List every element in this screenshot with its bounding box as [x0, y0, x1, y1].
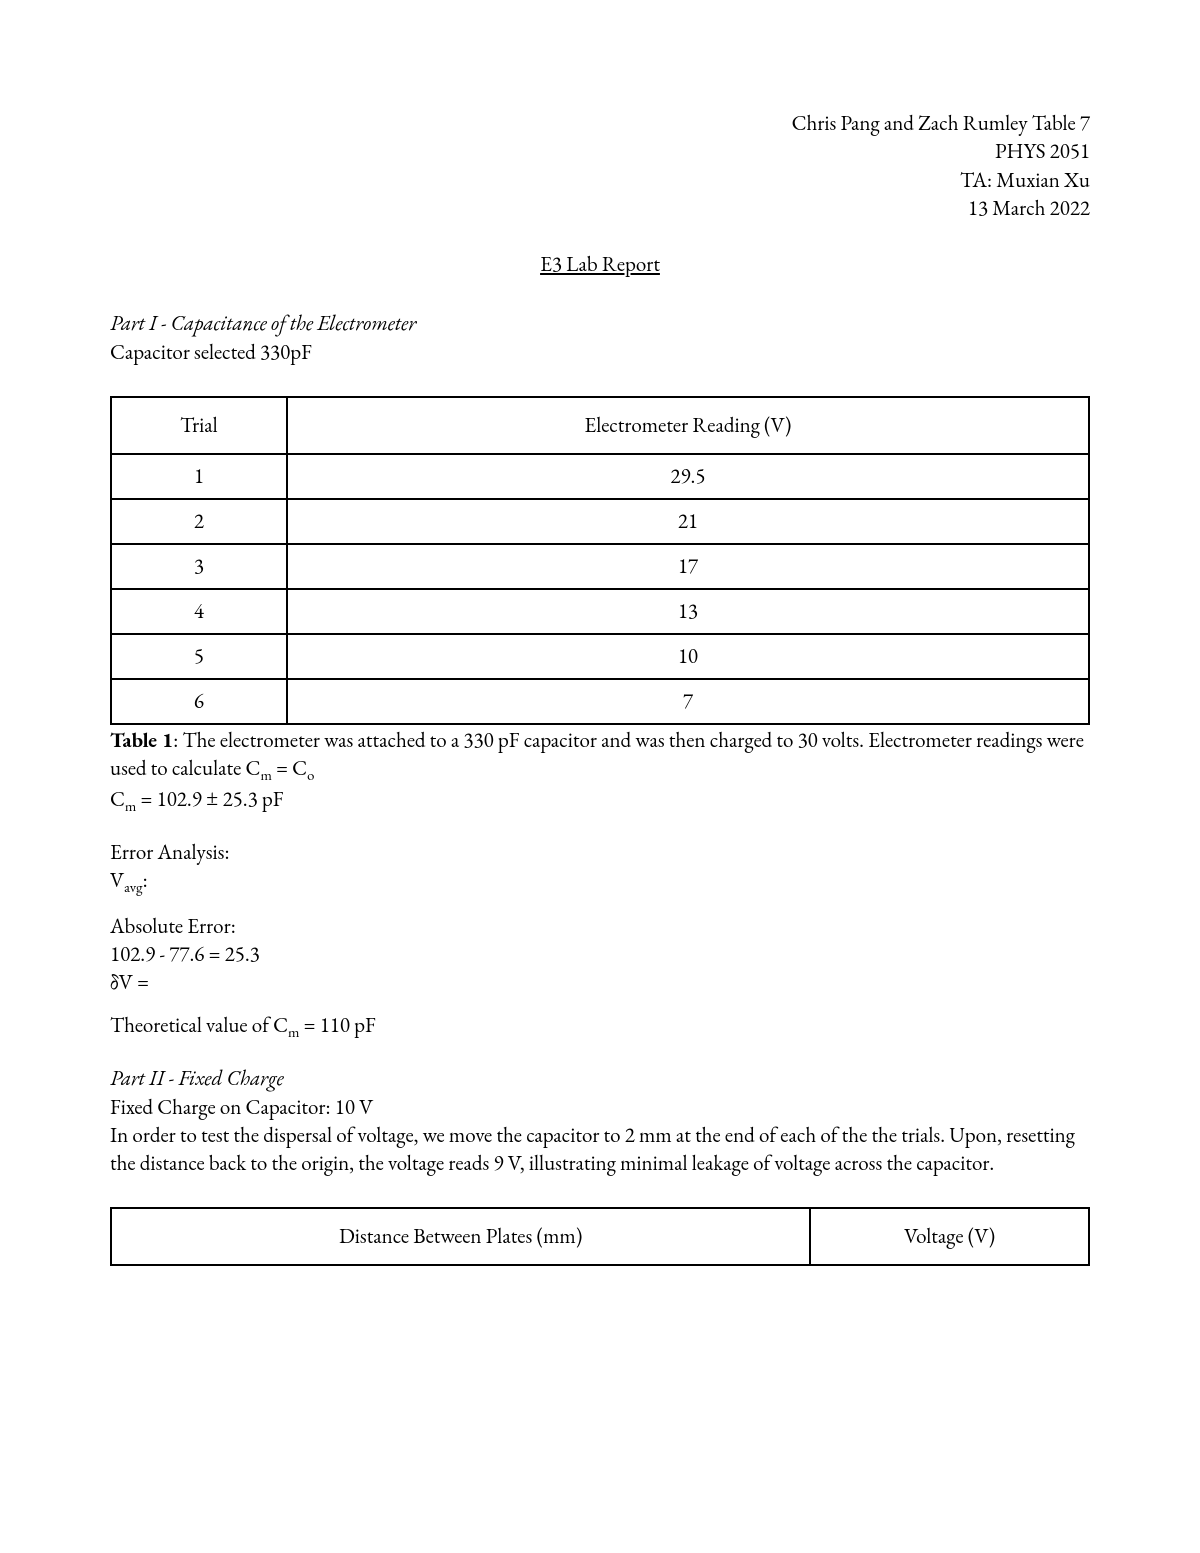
theoretical-prefix: Theoretical value of C [110, 1012, 288, 1039]
table1-caption-text: : The electrometer was attached to a 330… [110, 727, 1084, 782]
page: Chris Pang and Zach Rumley Table 7 PHYS … [0, 0, 1200, 1326]
table2-col-distance: Distance Between Plates (mm) [111, 1208, 810, 1265]
table2-col-voltage: Voltage (V) [810, 1208, 1089, 1265]
authors-line: Chris Pang and Zach Rumley Table 7 [110, 110, 1090, 138]
absolute-error-calc: 102.9 - 77.6 = 25.3 [110, 941, 1090, 969]
date-line: 13 March 2022 [110, 195, 1090, 223]
table-row: 129.5 [111, 454, 1089, 499]
table-cell: 13 [287, 589, 1089, 634]
table-cell: 5 [111, 634, 287, 679]
vavg-suffix: : [143, 867, 148, 894]
theoretical-cm: Theoretical value of Cm = 110 pF [110, 1012, 1090, 1043]
table1: Trial Electrometer Reading (V) 129.52213… [110, 396, 1090, 725]
table-cell: 1 [111, 454, 287, 499]
theoretical-value: = 110 pF [299, 1012, 375, 1039]
table1-header-row: Trial Electrometer Reading (V) [111, 397, 1089, 454]
table-row: 413 [111, 589, 1089, 634]
sub-avg: avg [124, 879, 142, 898]
sub-m: m [125, 797, 136, 816]
table2-header-row: Distance Between Plates (mm) Voltage (V) [111, 1208, 1089, 1265]
document-title: E3 Lab Report [110, 251, 1090, 278]
table-cell: 2 [111, 499, 287, 544]
table-cell: 3 [111, 544, 287, 589]
table-cell: 7 [287, 679, 1089, 724]
table-cell: 6 [111, 679, 287, 724]
absolute-error-heading: Absolute Error: [110, 913, 1090, 941]
sub-o: o [307, 766, 314, 785]
table1-col-trial: Trial [111, 397, 287, 454]
cm-result: Cm = 102.9 ± 25.3 pF [110, 786, 1090, 817]
table-cell: 21 [287, 499, 1089, 544]
table1-caption-label: Table 1 [110, 727, 173, 754]
table-row: 317 [111, 544, 1089, 589]
capacitor-selected: Capacitor selected 330pF [110, 339, 1090, 367]
cm-value: = 102.9 ± 25.3 pF [136, 786, 283, 813]
table1-body: 129.522131741351067 [111, 454, 1089, 724]
fixed-charge-line: Fixed Charge on Capacitor: 10 V [110, 1094, 1090, 1122]
table-row: 510 [111, 634, 1089, 679]
table-cell: 29.5 [287, 454, 1089, 499]
table-row: 221 [111, 499, 1089, 544]
table-row: 67 [111, 679, 1089, 724]
ta-line: TA: Muxian Xu [110, 167, 1090, 195]
sub-m: m [260, 766, 271, 785]
header-block: Chris Pang and Zach Rumley Table 7 PHYS … [110, 110, 1090, 223]
vavg-prefix: V [110, 867, 124, 894]
table-cell: 4 [111, 589, 287, 634]
part1-heading: Part I - Capacitance of the Electrometer [110, 310, 1090, 337]
sub-m: m [288, 1023, 299, 1042]
part2-heading: Part II - Fixed Charge [110, 1065, 1090, 1092]
table-cell: 10 [287, 634, 1089, 679]
table2: Distance Between Plates (mm) Voltage (V) [110, 1207, 1090, 1266]
vavg-line: Vavg: [110, 867, 1090, 898]
cm-prefix: C [110, 786, 125, 813]
table1-caption-eq: = C [272, 755, 307, 782]
delta-v: δV = [110, 969, 1090, 997]
table-cell: 17 [287, 544, 1089, 589]
table1-col-reading: Electrometer Reading (V) [287, 397, 1089, 454]
error-analysis-heading: Error Analysis: [110, 839, 1090, 867]
table1-caption: Table 1: The electrometer was attached t… [110, 727, 1090, 786]
course-line: PHYS 2051 [110, 138, 1090, 166]
part2-paragraph: In order to test the dispersal of voltag… [110, 1122, 1090, 1179]
